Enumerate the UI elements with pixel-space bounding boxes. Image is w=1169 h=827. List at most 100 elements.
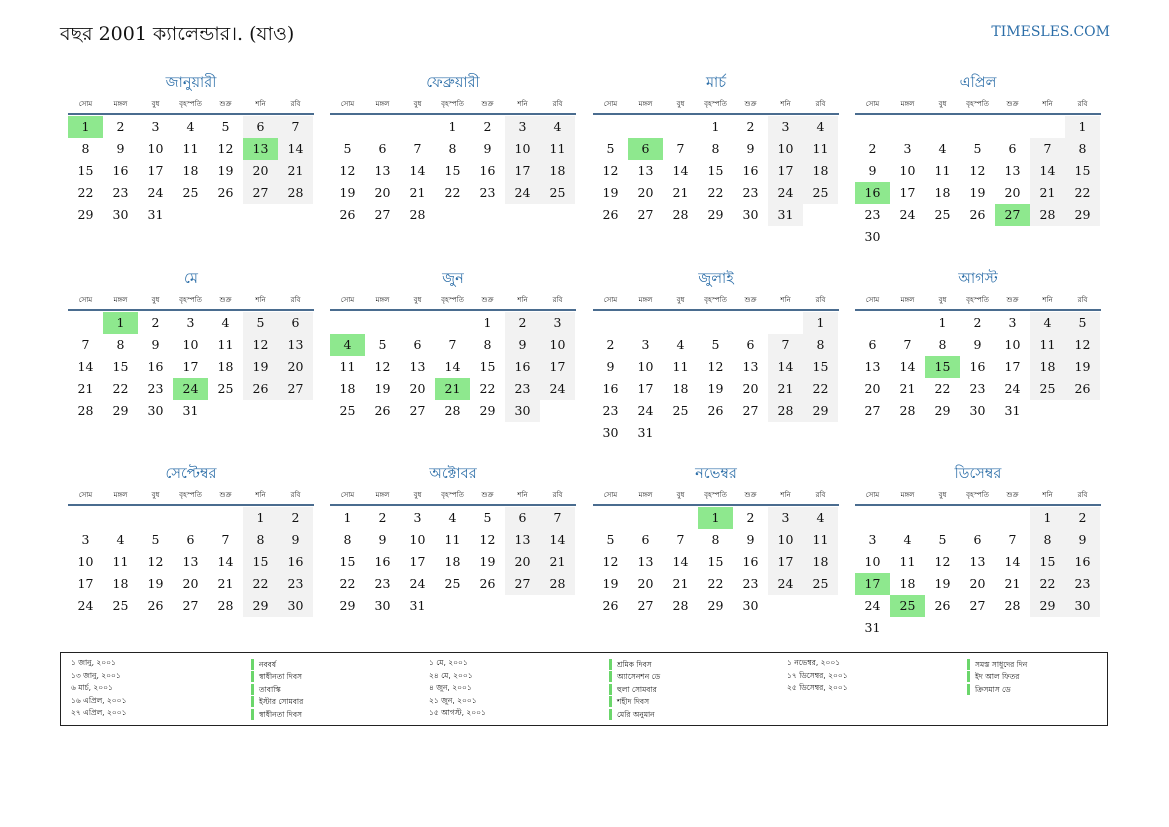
day-cell: 10	[182, 337, 199, 352]
month-name: ফেব্রুয়ারী	[426, 75, 480, 91]
day-cell: 16	[969, 359, 986, 374]
day-cell: 6	[505, 507, 540, 529]
empty-cell	[593, 116, 628, 138]
day-cell: 10	[864, 554, 881, 569]
day-cell: 17	[409, 554, 426, 569]
empty-cell	[470, 595, 505, 617]
day-cell: 6	[868, 337, 877, 352]
weekday-label: বৃহস্পতি	[441, 296, 464, 304]
empty-cell	[698, 312, 733, 334]
weekday-label: শুক্র	[219, 296, 232, 304]
day-cell: 16	[374, 554, 391, 569]
day-cell: 20	[278, 356, 313, 378]
day-cell: 21	[77, 381, 94, 396]
empty-cell	[505, 204, 540, 226]
day-cell: 17	[505, 160, 540, 182]
weekday-label: শনি	[517, 100, 528, 108]
day-cell: 26	[217, 185, 234, 200]
day-cell: 11	[803, 138, 838, 160]
day-cell: 31	[182, 403, 199, 418]
day-cell: 15	[77, 163, 94, 178]
weekday-label: রবি	[290, 491, 301, 499]
day-cell: 28	[672, 598, 689, 613]
day-cell: 27	[243, 182, 278, 204]
day-cell: 21	[899, 381, 916, 396]
day-cell: 11	[217, 337, 234, 352]
weekday-label: মঙ্গল	[638, 296, 653, 304]
month-block: জানুয়ারী সোম মঙ্গল বুধ বৃহস্পতি শুক্র শনি রবি 1…	[68, 74, 314, 226]
day-cell: 13	[409, 359, 426, 374]
day-cell: 26	[479, 576, 496, 591]
day-cell: 11	[803, 529, 838, 551]
empty-cell	[208, 400, 243, 422]
holiday-day-cell: 1	[698, 507, 733, 529]
day-cell: 14	[768, 356, 803, 378]
day-cell: 18	[339, 381, 356, 396]
day-cell: 15	[112, 359, 129, 374]
empty-cell	[278, 400, 313, 422]
day-cell: 23	[742, 576, 759, 591]
holiday-day-cell: 1	[103, 312, 138, 334]
weekday-label: শুক্র	[219, 491, 232, 499]
day-cell: 5	[1065, 312, 1100, 334]
empty-cell	[995, 226, 1030, 248]
holiday-column: ১ নভেম্বর, ২০০১ সমস্ত সাধুদের দিন ১৭ ডিসেম…	[787, 658, 1027, 696]
day-cell: 29	[1030, 595, 1065, 617]
day-cell: 12	[707, 359, 724, 374]
empty-cell	[663, 116, 698, 138]
weekday-label: বৃহস্পতি	[441, 491, 464, 499]
brand-link[interactable]: TIMESLES.COM	[991, 24, 1110, 40]
day-grid: 1 2 3 4 5 6 7 8 9 10 11 12 13 14 15 16 17 18 19 20 21 22 23 24 2…	[330, 312, 576, 422]
day-cell: 26	[602, 207, 619, 222]
empty-cell	[663, 422, 698, 444]
weekday-label: শুক্র	[1006, 100, 1019, 108]
empty-cell	[698, 422, 733, 444]
weekday-label: রবি	[815, 100, 826, 108]
day-cell: 31	[637, 425, 654, 440]
empty-cell	[68, 312, 103, 334]
empty-cell	[470, 204, 505, 226]
day-cell: 25	[112, 598, 129, 613]
day-cell: 21	[1004, 576, 1021, 591]
day-cell: 5	[343, 141, 352, 156]
day-cell: 11	[444, 532, 461, 547]
day-cell: 22	[1065, 182, 1100, 204]
holiday-row: ২৫ ডিসেম্বর, ২০০১ ক্রিসমাস ডে	[787, 683, 1027, 696]
day-cell: 26	[1065, 378, 1100, 400]
weekday-label: সোম	[603, 491, 618, 499]
month-name: নভেম্বর	[695, 466, 737, 482]
day-cell: 22	[77, 185, 94, 200]
weekday-label: বৃহস্পতি	[704, 100, 727, 108]
day-cell: 4	[1030, 312, 1065, 334]
weekday-label: সোম	[78, 100, 93, 108]
day-cell: 23	[864, 207, 881, 222]
day-cell: 17	[637, 381, 654, 396]
weekday-label: রবি	[815, 491, 826, 499]
day-grid: 1 2 3 4 5 6 7 8 9 10 11 12 13 14 15 16 17 18 19 20 21 22 23 24 2…	[330, 507, 576, 617]
day-cell: 17	[768, 160, 803, 182]
page-title: বছর 2001 ক্যালেন্ডার।. (যাও)	[60, 23, 295, 45]
holiday-date: ১৬ এপ্রিল, ২০০১	[71, 695, 127, 705]
holiday-day-cell: 13	[243, 138, 278, 160]
day-cell: 31	[768, 204, 803, 226]
day-cell: 22	[934, 381, 951, 396]
holiday-row: ১ মে, ২০০১ শ্রমিক দিবস	[429, 658, 660, 671]
day-cell: 2	[483, 119, 492, 134]
weekday-label: মঙ্গল	[638, 100, 653, 108]
weekday-label: রবি	[1077, 491, 1088, 499]
day-cell: 31	[409, 598, 426, 613]
day-cell: 11	[112, 554, 129, 569]
day-cell: 20	[409, 381, 426, 396]
day-cell: 1	[343, 510, 352, 525]
day-cell: 13	[505, 529, 540, 551]
day-cell: 20	[1004, 185, 1021, 200]
day-cell: 22	[1030, 573, 1065, 595]
day-cell: 6	[186, 532, 195, 547]
day-cell: 1	[803, 312, 838, 334]
day-cell: 14	[1004, 554, 1021, 569]
weekday-label: বুধ	[676, 491, 685, 499]
day-cell: 24	[899, 207, 916, 222]
day-cell: 5	[606, 141, 615, 156]
empty-cell	[890, 312, 925, 334]
day-cell: 28	[672, 207, 689, 222]
